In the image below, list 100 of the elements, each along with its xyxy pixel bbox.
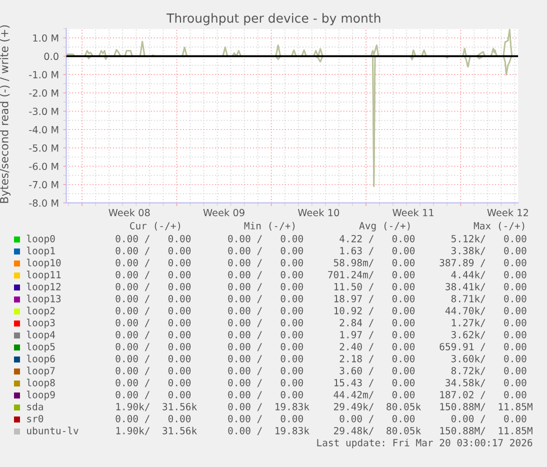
text: 8.71k/ 0.00 [451,294,526,304]
legend-label: loop6 [26,354,55,364]
y-tick-label: -6.0 M [29,162,58,170]
text: Min (-/+) [244,222,295,231]
text: 0.00 / 0.00 [228,294,303,304]
text: Avg (-/+) [359,222,410,232]
y-tick-label: -2.0 M [29,89,58,97]
text: 1.90k/ 31.56k [116,402,197,412]
legend-label: loop7 [26,366,55,376]
y-tick-label: -8.0 M [29,199,58,207]
text: 15.43 / 0.00 [334,378,415,388]
legend-label: loop4 [26,330,55,340]
text: 0.00 / 0.00 [116,330,191,340]
text: 0.00 / 0.00 [116,378,191,388]
text: 0.00 / 0.00 [228,390,303,400]
y-tick-label: -7.0 M [29,181,58,188]
text: 3.60k/ 0.00 [451,354,526,364]
text: 11.50 / 0.00 [334,282,415,292]
legend-label: loop1 [26,246,55,256]
x-tick-label: Week 08 [108,208,150,216]
text: 0.00 / 0.00 [228,234,303,244]
legend-label: sr0 [27,414,44,422]
text: 3.38k/ 0.00 [451,246,526,256]
text: 0.00 / 0.00 [116,282,191,292]
text: 150.88M/ 11.85M [440,426,532,436]
x-tick-label: Week 10 [298,208,340,216]
text: 0.00 / 0.00 [228,306,303,316]
text: 3.62k/ 0.00 [451,330,526,340]
text: 5.12k/ 0.00 [451,234,526,244]
y-tick-label: -5.0 M [29,144,58,152]
text: 0.00 / 0.00 [228,282,303,292]
legend-label: loop10 [26,258,61,268]
text: 659.91 / 0.00 [440,342,526,352]
text: Cur (-/+) [130,222,180,231]
text: 0.00 / 19.83k [228,402,310,412]
y-tick-label: -4.0 M [29,126,58,134]
text: 387.89 / 0.00 [440,258,526,268]
text: 0.00 / 0.00 [228,342,303,352]
text: 0.00 / 0.00 [116,294,191,304]
text: 0.00 / 0.00 [228,330,303,340]
legend-label: loop9 [26,390,55,400]
text: 1.27k/ 0.00 [452,318,526,328]
legend-label: loop8 [26,378,55,388]
x-tick-label: Week 09 [203,208,244,216]
text: 2.84 / 0.00 [340,318,415,328]
text: 1.97 / 0.00 [340,330,415,340]
text: 0.00 / 0.00 [116,414,191,424]
text: 0.00 / 0.00 [340,414,415,424]
text: 701.24m/ 0.00 [328,270,415,280]
legend-label: loop3 [26,318,55,328]
text: 0.00 / 0.00 [116,306,191,316]
text: 0.00 / 0.00 [116,342,191,352]
text: 0.00 / 0.00 [228,354,303,364]
text: 0.00 / 0.00 [116,390,191,400]
text: 0.00 / 0.00 [116,366,191,376]
text: 187.02 / 0.00 [440,390,526,400]
legend-label: loop2 [26,306,55,316]
text: 0.00 / 19.83k [228,426,310,436]
text: 0.00 / 0.00 [228,246,303,256]
text: 0.00 / 0.00 [228,258,303,268]
y-tick-label: 1.0 M [33,34,58,42]
x-tick-label: Week 12 [487,208,528,216]
text: 10.92 / 0.00 [334,306,415,316]
y-axis-title: Bytes/second read (-) / write (+) [0,25,10,203]
legend-label: loop11 [26,270,61,280]
text: 18.97 / 0.00 [334,294,415,304]
text: 2.18 / 0.00 [340,354,415,364]
text: 2.40 / 0.00 [340,342,415,352]
chart-title: Throughput per device - by month [166,13,380,26]
legend-label: loop0 [26,234,55,244]
y-tick-label: -1.0 M [29,71,58,78]
text: 0.00 / 0.00 [116,234,191,244]
text: 0.00 / 0.00 [228,318,303,328]
text: 44.42m/ 0.00 [334,390,415,400]
text: 0.00 / 0.00 [228,378,303,388]
text: 3.60 / 0.00 [340,366,415,376]
text: 0.00 / 0.00 [451,414,526,424]
text: 58.98m/ 0.00 [334,258,415,268]
text: 44.70k/ 0.00 [445,306,526,316]
text: 0.00 / 0.00 [116,270,191,280]
text: 34.58k/ 0.00 [446,378,526,388]
text: 0.00 / 0.00 [116,246,191,256]
x-tick-label: Week 11 [392,208,434,216]
text: 4.22 / 0.00 [340,234,415,244]
text: 29.49k/ 80.05k [334,402,421,412]
text: Max (-/+) [474,222,524,231]
text: 150.88M/ 11.85M [440,402,532,412]
text: 1.90k/ 31.56k [116,426,197,436]
legend-label: sda [27,402,43,410]
text: 4.44k/ 0.00 [451,270,526,280]
text: 0.00 / 0.00 [116,258,191,268]
text: 0.00 / 0.00 [228,414,303,424]
legend-label: ubuntu-lv [27,426,78,434]
text: 0.00 / 0.00 [116,354,191,364]
text: 0.00 / 0.00 [116,318,191,328]
legend-label: loop13 [26,294,61,304]
text: 0.00 / 0.00 [228,270,303,280]
text: 8.72k/ 0.00 [451,366,526,376]
y-tick-label: 0.0 [44,52,58,60]
text: 38.41k/ 0.00 [446,282,526,292]
